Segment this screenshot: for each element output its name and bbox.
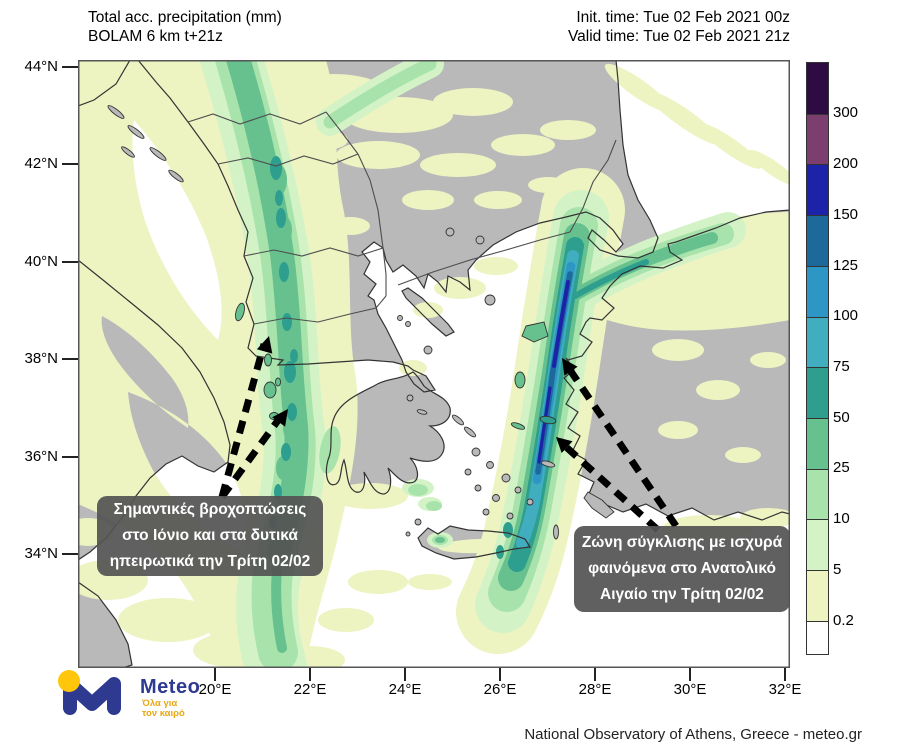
logo-brand-text: Meteo xyxy=(140,676,201,698)
west-arrow-1-head xyxy=(256,336,273,354)
meteo-logo: Meteo Όλα για τον καιρό xyxy=(56,668,236,724)
country-borders-layer xyxy=(187,111,617,325)
colorbar-segment xyxy=(807,519,828,571)
lon-tick-26 xyxy=(499,668,501,681)
precipitation-colorbar xyxy=(806,62,829,655)
lat-label-42: 42°N xyxy=(24,155,58,172)
colorbar-segment xyxy=(807,63,828,114)
colorbar-label-125: 125 xyxy=(833,257,859,274)
east-annotation-line: Ζώνη σύγκλισης με ισχυρά xyxy=(581,534,783,551)
colorbar-label-25: 25 xyxy=(833,459,850,476)
colorbar-segment xyxy=(807,620,828,654)
logo-sun-icon xyxy=(58,670,80,692)
lat-tick-34 xyxy=(62,553,78,555)
lon-label-20: 20°E xyxy=(198,681,232,698)
west-annotation-box: Σημαντικές βροχοπτώσεις στο Ιόνιο και στ… xyxy=(97,496,323,576)
colorbar-label-10: 10 xyxy=(833,510,850,527)
colorbar-label-100: 100 xyxy=(833,307,859,324)
east-arrow-1-head xyxy=(562,358,578,376)
lat-label-44: 44°N xyxy=(24,58,58,75)
init-time: Init. time: Tue 02 Feb 2021 00z xyxy=(576,9,790,26)
west-arrow-2-head xyxy=(272,409,288,427)
lon-label-24: 24°E xyxy=(388,681,422,698)
lon-tick-22 xyxy=(309,668,311,681)
colorbar-label-50: 50 xyxy=(833,409,850,426)
east-arrow-2-head xyxy=(556,437,573,453)
colorbar-label-75: 75 xyxy=(833,358,850,375)
lat-label-36: 36°N xyxy=(24,448,58,465)
west-annotation-line: Σημαντικές βροχοπτώσεις xyxy=(113,501,307,518)
colorbar-segment xyxy=(807,164,828,216)
credit-text: National Observatory of Athens, Greece -… xyxy=(524,726,862,743)
colorbar-segment xyxy=(807,367,828,419)
west-arrow-1-line xyxy=(218,343,268,498)
lat-tick-36 xyxy=(62,456,78,458)
colorbar-label-5: 5 xyxy=(833,561,842,578)
islands-layer xyxy=(107,105,615,540)
lon-tick-24 xyxy=(404,668,406,681)
west-annotation-line: ηπειρωτικά την Τρίτη 02/02 xyxy=(109,553,311,570)
colorbar-label-200: 200 xyxy=(833,155,859,172)
west-annotation-line: στο Ιόνιο και στα δυτικά xyxy=(122,527,298,544)
model-run-label: BOLAM 6 km t+21z xyxy=(88,28,223,45)
lon-tick-32 xyxy=(784,668,786,681)
time-block: Init. time: Tue 02 Feb 2021 00z Valid ti… xyxy=(568,8,790,46)
islands-green xyxy=(235,302,549,430)
lon-tick-20 xyxy=(214,668,216,681)
colorbar-segment xyxy=(807,215,828,266)
precipitation-map xyxy=(78,60,790,668)
lat-tick-38 xyxy=(62,358,78,360)
precip-level9-layer xyxy=(537,280,570,464)
lat-label-40: 40°N xyxy=(24,253,58,270)
east-annotation-box: Ζώνη σύγκλισης με ισχυρά φαινόμενα στο Α… xyxy=(574,526,790,612)
logo-tagline: Όλα για τον καιρό xyxy=(142,698,185,719)
east-arrow-1-line xyxy=(567,368,679,528)
lon-label-26: 26°E xyxy=(483,681,517,698)
lat-tick-42 xyxy=(62,163,78,165)
colorbar-segment xyxy=(807,265,828,317)
lat-label-34: 34°N xyxy=(24,545,58,562)
lon-label-22: 22°E xyxy=(293,681,327,698)
lon-label-28: 28°E xyxy=(578,681,612,698)
east-annotation-line: Αιγαίο την Τρίτη 02/02 xyxy=(600,586,764,603)
lon-tick-30 xyxy=(689,668,691,681)
lat-tick-44 xyxy=(62,66,78,68)
islands-teal xyxy=(539,415,557,425)
colorbar-segment xyxy=(807,570,828,621)
colorbar-label-300: 300 xyxy=(833,104,859,121)
colorbar-segment xyxy=(807,113,828,165)
west-arrow-2-line xyxy=(219,416,282,500)
annotation-arrows xyxy=(218,336,679,533)
lon-tick-28 xyxy=(594,668,596,681)
lat-label-38: 38°N xyxy=(24,350,58,367)
lon-label-30: 30°E xyxy=(673,681,707,698)
colorbar-segment xyxy=(807,468,828,520)
map-frame xyxy=(78,60,790,668)
logo-m-icon xyxy=(63,677,121,715)
meteo-logo-mark xyxy=(58,670,121,715)
lon-label-32: 32°E xyxy=(768,681,802,698)
colorbar-segment xyxy=(807,418,828,469)
map-title-block: Total acc. precipitation (mm) BOLAM 6 km… xyxy=(88,8,282,46)
east-annotation-line: φαινόμενα στο Ανατολικό xyxy=(588,560,776,577)
map-title: Total acc. precipitation (mm) xyxy=(88,9,282,26)
colorbar-label-150: 150 xyxy=(833,206,859,223)
colorbar-segment xyxy=(807,316,828,368)
lat-tick-40 xyxy=(62,261,78,263)
valid-time: Valid time: Tue 02 Feb 2021 21z xyxy=(567,28,790,45)
islands-gray xyxy=(107,105,615,540)
colorbar-label-0.2: 0.2 xyxy=(833,612,854,629)
